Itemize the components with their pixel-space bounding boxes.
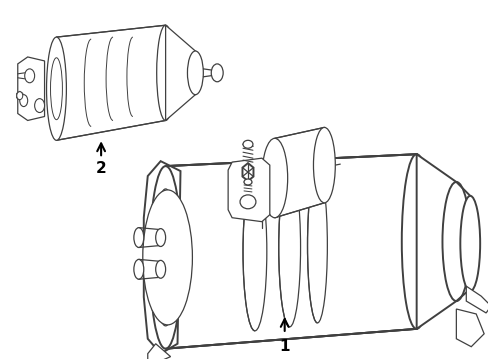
Polygon shape <box>56 25 166 140</box>
Ellipse shape <box>442 182 470 301</box>
Ellipse shape <box>240 195 256 209</box>
Ellipse shape <box>17 92 23 100</box>
Ellipse shape <box>402 154 432 329</box>
Ellipse shape <box>134 260 144 279</box>
Ellipse shape <box>35 99 45 113</box>
Ellipse shape <box>157 25 174 121</box>
Ellipse shape <box>460 196 480 291</box>
Ellipse shape <box>143 190 193 325</box>
Ellipse shape <box>150 166 181 349</box>
Ellipse shape <box>262 138 288 218</box>
Polygon shape <box>228 158 270 222</box>
Polygon shape <box>416 154 456 329</box>
Ellipse shape <box>243 140 253 148</box>
Ellipse shape <box>188 51 203 95</box>
Polygon shape <box>17 91 23 100</box>
Ellipse shape <box>24 69 35 83</box>
Polygon shape <box>275 127 324 218</box>
Polygon shape <box>144 161 180 354</box>
Ellipse shape <box>314 127 335 203</box>
Polygon shape <box>166 25 196 121</box>
Polygon shape <box>466 286 490 313</box>
Polygon shape <box>456 309 484 347</box>
Ellipse shape <box>20 95 28 107</box>
Polygon shape <box>148 344 171 360</box>
Polygon shape <box>166 154 416 349</box>
Text: 1: 1 <box>279 339 290 354</box>
Ellipse shape <box>47 37 66 140</box>
Polygon shape <box>243 163 253 181</box>
Ellipse shape <box>156 229 166 247</box>
Text: 2: 2 <box>96 161 106 176</box>
Ellipse shape <box>244 179 252 185</box>
Ellipse shape <box>211 64 223 82</box>
Polygon shape <box>18 57 45 121</box>
Ellipse shape <box>134 228 144 247</box>
Ellipse shape <box>156 260 166 278</box>
